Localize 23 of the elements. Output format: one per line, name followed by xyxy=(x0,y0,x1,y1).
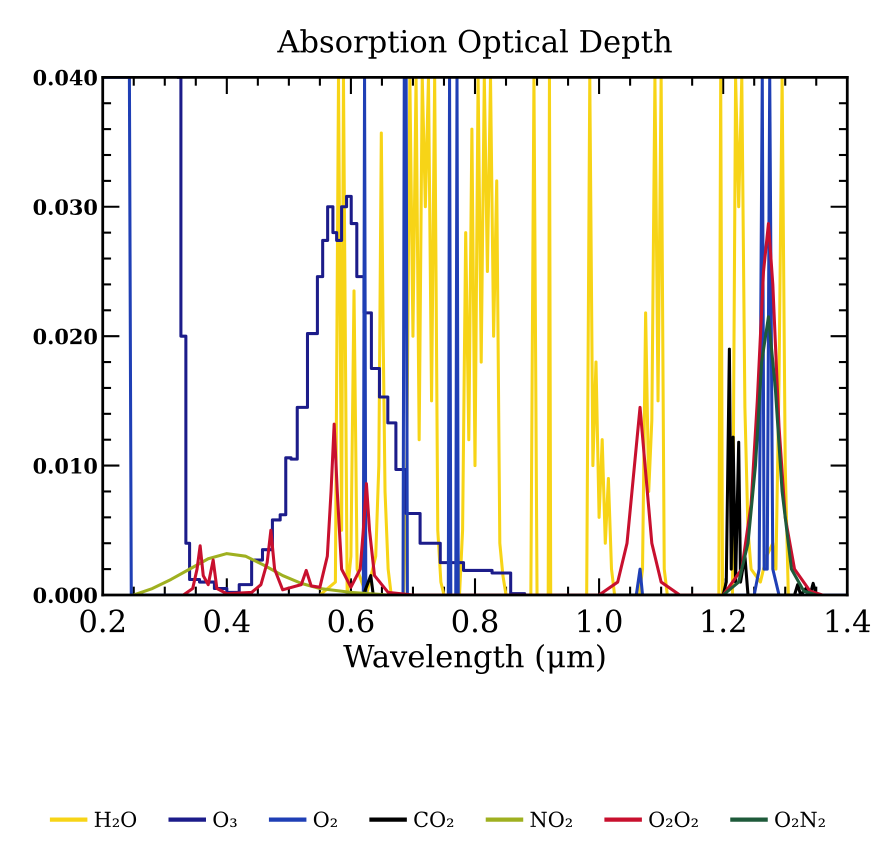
legend-label: NO₂ xyxy=(530,811,572,828)
x-tick-label: 0.6 xyxy=(328,609,374,633)
x-tick-label: 1.0 xyxy=(578,609,622,633)
y-tick-label: 0.040 xyxy=(34,70,97,86)
y-tick-label: 0.000 xyxy=(34,587,97,604)
x-tick-label: 0.2 xyxy=(80,609,124,633)
x-axis-title: Wavelength (μm) xyxy=(343,644,604,674)
legend-label: CO₂ xyxy=(414,811,454,828)
x-tick-label: 1.2 xyxy=(702,609,744,633)
x-tick-label: 0.8 xyxy=(452,609,498,633)
legend-label: O₂N₂ xyxy=(775,811,825,828)
legend-label: H₂O xyxy=(94,811,136,828)
y-tick-label: 0.020 xyxy=(34,328,97,344)
line-series xyxy=(722,315,818,595)
legend-label: O₂ xyxy=(314,811,337,828)
y-tick-label: 0.010 xyxy=(34,458,97,474)
x-tick-label: 0.4 xyxy=(204,609,250,633)
line-series xyxy=(182,222,824,595)
x-tick-label: 1.4 xyxy=(826,609,870,633)
legend-label: O₃ xyxy=(213,811,237,828)
legend-label: O₂O₂ xyxy=(649,811,698,828)
chart-title: Absorption Optical Depth xyxy=(277,29,672,59)
y-tick-label: 0.030 xyxy=(34,199,97,215)
